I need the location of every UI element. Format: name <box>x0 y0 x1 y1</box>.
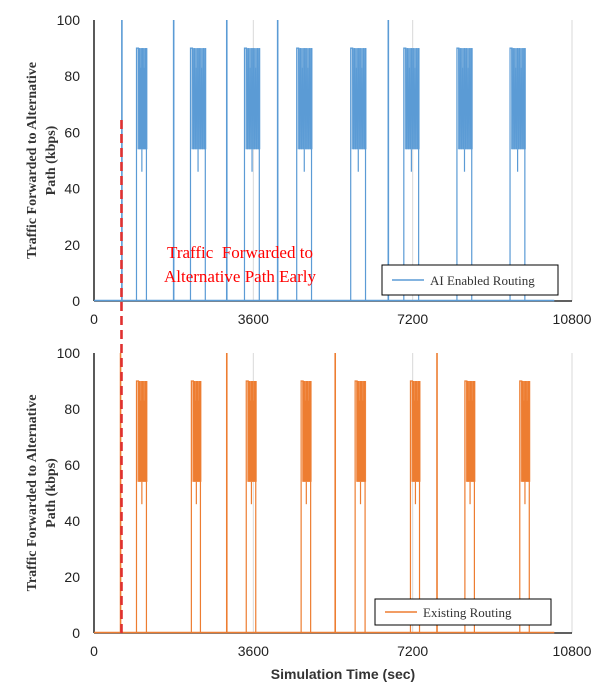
x-tick-label: 10800 <box>553 643 592 659</box>
y-axis-label: Traffic Forwarded to Alternative Path (kb… <box>25 62 59 259</box>
series-ai-enabled-routing <box>94 20 555 302</box>
x-tick-label: 0 <box>90 311 98 327</box>
y-axis-label: Traffic Forwarded to Alternative Path (kb… <box>25 395 59 592</box>
x-tick-label: 3600 <box>238 311 269 327</box>
y-tick-label: 40 <box>64 181 80 197</box>
y-tick-label: 100 <box>57 345 81 361</box>
legend-label: Existing Routing <box>423 605 512 620</box>
data-burst <box>243 47 260 301</box>
y-tick-label: 20 <box>64 237 80 253</box>
y-tick-label: 40 <box>64 513 80 529</box>
y-tick-label: 0 <box>72 625 80 641</box>
data-burst <box>456 47 473 301</box>
data-burst <box>403 47 420 301</box>
annotation-text: Traffic Forwarded to <box>167 243 313 262</box>
chart-panel-2: 0 20 40 60 80 100 0 3600 7200 10800 Traffic Forwar… <box>25 345 592 682</box>
y-tick-label: 80 <box>64 401 80 417</box>
legend: Existing Routing <box>374 598 552 626</box>
y-tick-label: 100 <box>57 12 81 28</box>
data-burst <box>189 47 206 301</box>
series-existing-routing <box>94 353 555 634</box>
y-tick-label: 60 <box>64 124 80 140</box>
data-burst <box>509 47 526 301</box>
y-tick-label: 60 <box>64 457 80 473</box>
y-tick-label: 20 <box>64 569 80 585</box>
x-axis-label: Simulation Time (sec) <box>271 666 415 682</box>
x-tick-label: 7200 <box>397 643 428 659</box>
legend-label: AI Enabled Routing <box>430 273 535 288</box>
y-tick-label: 80 <box>64 68 80 84</box>
x-tick-label: 0 <box>90 643 98 659</box>
data-burst <box>350 47 367 301</box>
x-tick-label: 7200 <box>397 311 428 327</box>
annotation-text: Alternative Path Early <box>164 267 317 286</box>
legend: AI Enabled Routing <box>381 264 559 296</box>
x-tick-label: 3600 <box>238 643 269 659</box>
data-burst <box>296 47 313 301</box>
x-tick-label: 10800 <box>553 311 592 327</box>
y-tick-label: 0 <box>72 293 80 309</box>
